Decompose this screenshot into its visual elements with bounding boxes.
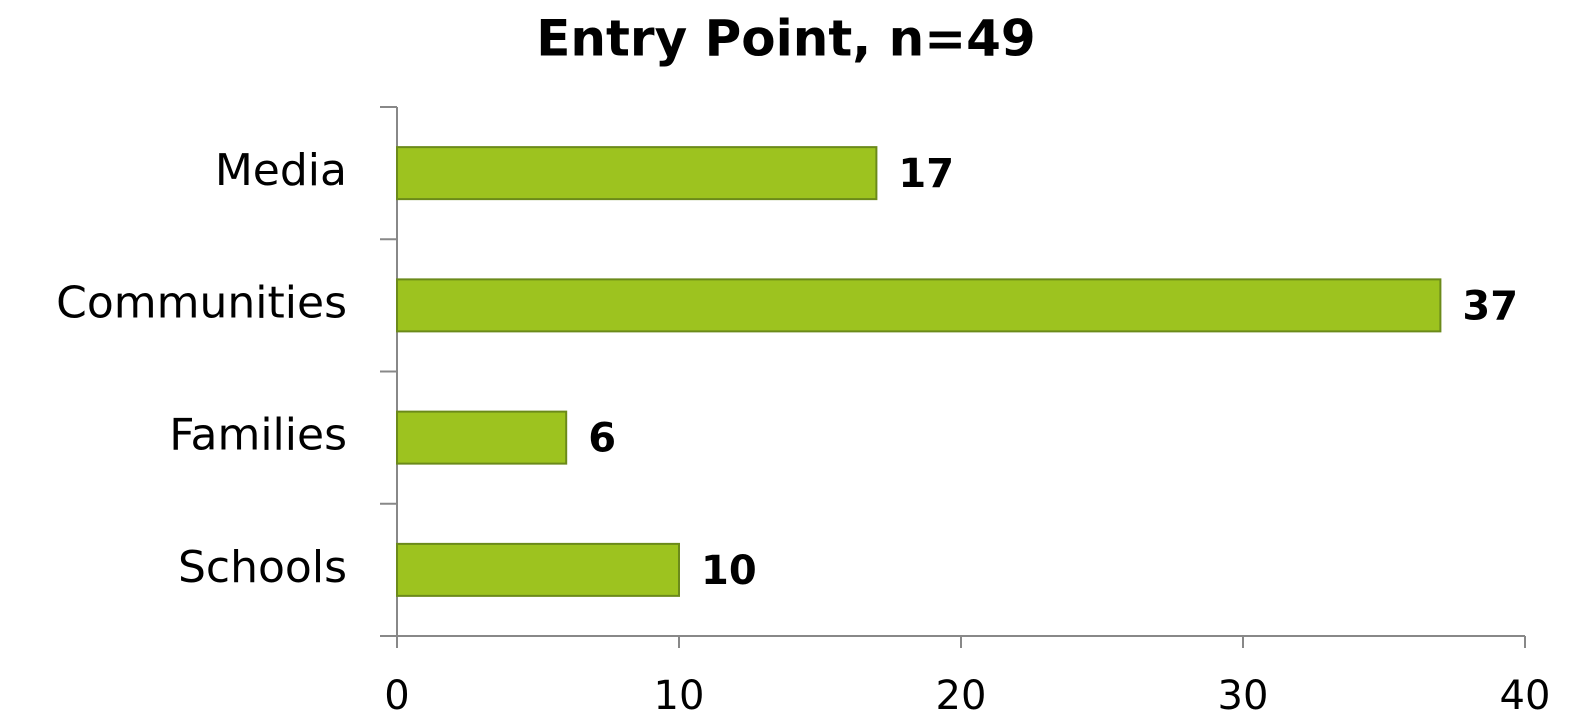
x-tick-label: 40: [1500, 673, 1551, 719]
data-label: 6: [588, 416, 616, 462]
y-tick-label: Families: [169, 410, 347, 461]
bar: [396, 278, 1442, 333]
data-label: 17: [898, 151, 954, 197]
x-tick-label: 20: [936, 673, 987, 719]
x-tick-label: 30: [1218, 673, 1269, 719]
y-tick-label: Media: [215, 145, 347, 196]
x-tick-label: 0: [384, 673, 409, 719]
x-tick-label: 10: [654, 673, 705, 719]
chart-title: Entry Point, n=49: [536, 10, 1035, 68]
bar: [396, 410, 568, 465]
bar: [396, 542, 680, 597]
bar: [396, 146, 878, 201]
y-tick-label: Communities: [56, 277, 347, 328]
y-tick-label: Schools: [178, 542, 347, 593]
data-label: 37: [1462, 283, 1518, 329]
data-label: 10: [701, 548, 757, 594]
